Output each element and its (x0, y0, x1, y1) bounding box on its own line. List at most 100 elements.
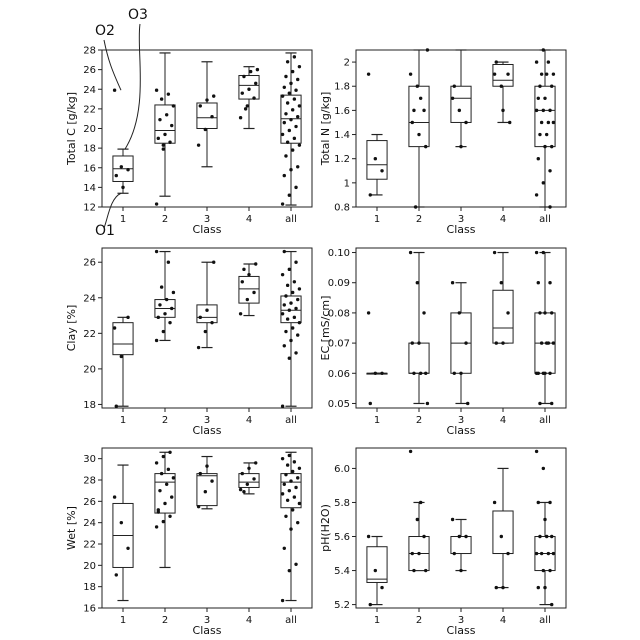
data-point (552, 552, 555, 555)
box-class-all (281, 452, 301, 600)
data-point (535, 552, 538, 555)
x-tick-label: 4 (246, 214, 252, 225)
data-point (294, 125, 297, 128)
box-class-3 (197, 62, 217, 167)
iqr-box (493, 290, 513, 343)
data-point (155, 250, 158, 253)
data-point (417, 133, 420, 136)
data-point (537, 281, 540, 284)
panel-6: 5.25.45.65.86.01234allClasspH(H2O) (319, 448, 566, 637)
data-point (543, 145, 546, 148)
data-point (205, 98, 208, 101)
data-point (542, 181, 545, 184)
data-point (286, 141, 289, 144)
data-point (286, 60, 289, 63)
data-point (246, 298, 249, 301)
data-point (246, 104, 249, 107)
data-point (453, 372, 456, 375)
data-point (538, 133, 541, 136)
data-point (548, 169, 551, 172)
data-point (284, 112, 287, 115)
data-point (296, 333, 299, 336)
data-point (162, 330, 165, 333)
data-point (550, 311, 553, 314)
data-point (500, 85, 503, 88)
data-point (542, 467, 545, 470)
data-point (550, 402, 553, 405)
data-point (298, 502, 301, 505)
box-class-3 (451, 283, 471, 404)
y-axis-label: EC [mS/cm] (319, 296, 332, 361)
data-point (281, 492, 284, 495)
x-tick-label: 1 (120, 214, 126, 225)
x-tick-label: 4 (246, 615, 252, 626)
data-point (252, 96, 255, 99)
data-point (158, 303, 161, 306)
data-point (113, 326, 116, 329)
x-tick-label: 2 (416, 214, 422, 225)
data-point (493, 72, 496, 75)
box-class-2 (409, 502, 429, 570)
data-point (296, 78, 299, 81)
y-tick-label: 1.8 (334, 82, 350, 93)
data-point (284, 515, 287, 518)
data-point (246, 483, 249, 486)
data-point (172, 104, 175, 107)
data-point (493, 501, 496, 504)
data-point (256, 68, 259, 71)
iqr-box (239, 76, 259, 100)
y-tick-label: 20 (83, 364, 96, 375)
data-point (113, 89, 116, 92)
data-point (155, 339, 158, 342)
data-point (205, 309, 208, 312)
data-point (199, 316, 202, 319)
iqr-box (367, 547, 387, 583)
data-point (289, 479, 292, 482)
y-tick-label: 16 (83, 604, 96, 615)
data-point (535, 109, 538, 112)
data-point (167, 468, 170, 471)
data-point (296, 115, 299, 118)
data-point (126, 547, 129, 550)
x-tick-label: all (539, 615, 551, 626)
data-point (293, 97, 296, 100)
iqr-box (197, 305, 217, 323)
data-point (414, 205, 417, 208)
data-point (426, 402, 429, 405)
data-point (289, 168, 292, 171)
data-point (281, 405, 284, 408)
data-point (294, 186, 297, 189)
data-point (367, 311, 370, 314)
y-tick-label: 1 (344, 178, 350, 189)
iqr-box (239, 474, 259, 488)
data-point (205, 464, 208, 467)
box-class-3 (451, 519, 471, 570)
data-point (409, 450, 412, 453)
y-tick-label: 5.2 (334, 600, 350, 611)
data-point (239, 488, 242, 491)
y-tick-label: 28 (83, 46, 96, 57)
data-point (155, 202, 158, 205)
data-point (288, 569, 291, 572)
data-point (548, 569, 551, 572)
data-point (550, 85, 553, 88)
data-point (459, 569, 462, 572)
y-tick-label: 16 (83, 163, 96, 174)
data-point (168, 141, 171, 144)
data-point (422, 311, 425, 314)
box-class-3 (197, 457, 217, 509)
iqr-box (155, 474, 175, 513)
data-point (212, 94, 215, 97)
data-point (170, 495, 173, 498)
data-point (283, 86, 286, 89)
data-point (291, 108, 294, 111)
data-point (537, 97, 540, 100)
data-point (284, 294, 287, 297)
x-tick-label: 1 (120, 415, 126, 426)
y-tick-label: 20 (83, 124, 96, 135)
data-point (458, 311, 461, 314)
x-axis-label: Class (447, 624, 476, 637)
data-point (168, 515, 171, 518)
data-point (288, 489, 291, 492)
data-point (451, 281, 454, 284)
